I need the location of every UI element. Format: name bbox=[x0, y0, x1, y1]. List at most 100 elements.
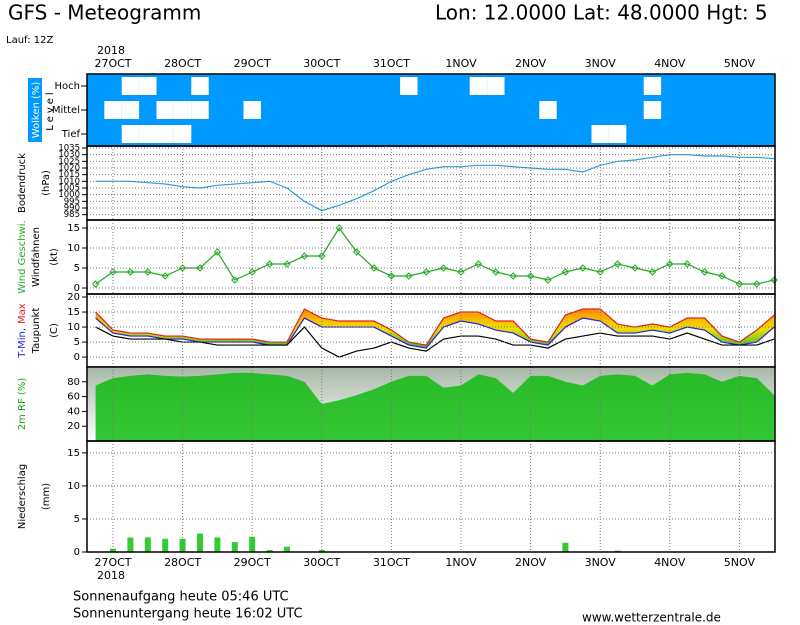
date-label-top: 29OCT bbox=[234, 57, 271, 70]
cloud-cell bbox=[592, 101, 609, 119]
y-tick-label: 1015 bbox=[58, 170, 80, 180]
cloud-cell bbox=[209, 125, 226, 143]
sunset: Sonnenuntergang heute 16:02 UTC bbox=[73, 607, 303, 622]
date-label-top: 28OCT bbox=[164, 57, 201, 70]
cloud-cell bbox=[435, 101, 452, 119]
marker bbox=[579, 264, 587, 272]
cloud-cell bbox=[643, 101, 662, 119]
marker bbox=[283, 260, 291, 268]
y-tick-label: 5 bbox=[74, 514, 80, 525]
cloud-cell bbox=[539, 77, 556, 95]
year-top: 2018 bbox=[97, 44, 125, 57]
cloud-cell bbox=[139, 125, 157, 143]
panel-frame bbox=[86, 145, 776, 221]
series-line bbox=[95, 154, 775, 212]
cloud-cell bbox=[226, 77, 243, 95]
cloud-cell bbox=[121, 101, 140, 119]
cloud-cell bbox=[487, 101, 504, 119]
cloud-cell bbox=[626, 125, 643, 143]
cloud-cell bbox=[173, 101, 192, 119]
cloud-cell bbox=[383, 125, 400, 143]
marker bbox=[613, 260, 622, 268]
y-tick-label: 985 bbox=[64, 210, 80, 220]
marker bbox=[126, 268, 135, 276]
date-label-bottom: 27OCT bbox=[94, 556, 131, 569]
cloud-cell bbox=[487, 125, 504, 143]
cloud-cell bbox=[296, 125, 313, 143]
cloud-cell bbox=[452, 77, 469, 95]
y-tick-label: 995 bbox=[64, 197, 80, 207]
marker bbox=[474, 260, 483, 268]
precip-bar bbox=[144, 537, 151, 552]
cloud-cell bbox=[313, 125, 330, 143]
y-tick-label: 80 bbox=[67, 377, 80, 388]
precip-bar bbox=[179, 538, 186, 552]
cloud-cell bbox=[331, 125, 348, 143]
cloud-cell bbox=[574, 125, 591, 143]
precip-bar bbox=[162, 538, 169, 552]
cloud-cell bbox=[261, 101, 278, 119]
y-tick-label: 1005 bbox=[58, 184, 80, 194]
cloud-cell bbox=[748, 125, 765, 143]
date-label-top: 1NOV bbox=[445, 57, 477, 70]
cloud-cell bbox=[87, 77, 104, 95]
cloud-cell bbox=[331, 101, 348, 119]
y-tick-label: 40 bbox=[67, 406, 80, 417]
cloud-cell bbox=[435, 77, 452, 95]
wolken-label: Wolken (%) bbox=[31, 82, 42, 139]
cloud-cell bbox=[609, 101, 626, 119]
precip-bar bbox=[249, 536, 256, 552]
y-label-2: Taupunkt bbox=[31, 308, 42, 355]
y-tick-label: 0 bbox=[74, 352, 80, 363]
cloud-cell bbox=[470, 101, 487, 119]
cloud-cell bbox=[313, 101, 330, 119]
cloud-cell bbox=[574, 101, 591, 119]
cloud-cell bbox=[696, 101, 713, 119]
cloud-cell bbox=[121, 77, 140, 95]
cloud-cell bbox=[505, 77, 522, 95]
cloud-cell bbox=[557, 77, 574, 95]
cloud-cell bbox=[191, 77, 209, 95]
marker bbox=[144, 268, 152, 276]
marker bbox=[265, 260, 274, 268]
sunrise: Sonnenaufgang heute 05:46 UTC bbox=[73, 590, 289, 605]
precip-bar bbox=[284, 546, 290, 552]
marker bbox=[561, 268, 570, 276]
y-tick-label: 15 bbox=[67, 448, 80, 459]
cloud-cell bbox=[139, 77, 157, 95]
cloud-cell bbox=[243, 101, 261, 119]
y-tick-label: 0 bbox=[74, 547, 80, 558]
y-tick-label: 5 bbox=[74, 263, 80, 274]
marker bbox=[770, 276, 778, 284]
y-unit: (kt) bbox=[49, 248, 60, 266]
cloud-cell bbox=[348, 101, 365, 119]
marker bbox=[492, 268, 500, 276]
source: www.wetterzentrale.de bbox=[582, 611, 721, 625]
precip-bar bbox=[214, 537, 221, 552]
cloud-cell bbox=[643, 77, 662, 95]
marker bbox=[666, 260, 674, 268]
date-label-bottom: 30OCT bbox=[303, 556, 340, 569]
y-tick-label: 1010 bbox=[58, 177, 80, 187]
cloud-cell bbox=[661, 101, 678, 119]
level-label: Level bbox=[45, 89, 56, 130]
marker bbox=[161, 272, 169, 280]
y-tick-label: 15 bbox=[67, 307, 80, 318]
y-tick-label: 0 bbox=[74, 283, 80, 294]
cloud-cell bbox=[592, 77, 609, 95]
cloud-cell bbox=[209, 101, 226, 119]
cloud-cell bbox=[365, 101, 382, 119]
year-bottom: 2018 bbox=[97, 569, 125, 582]
marker bbox=[718, 272, 726, 280]
cloud-cell bbox=[435, 125, 452, 143]
marker bbox=[509, 272, 517, 280]
cloud-cell bbox=[626, 77, 643, 95]
marker bbox=[422, 268, 430, 276]
y-unit: (C) bbox=[49, 323, 60, 338]
cloud-cell bbox=[261, 125, 278, 143]
cloud-level-label: Tief bbox=[61, 129, 81, 140]
cloud-cell bbox=[661, 125, 678, 143]
cloud-cell bbox=[469, 77, 488, 95]
marker bbox=[405, 272, 413, 280]
